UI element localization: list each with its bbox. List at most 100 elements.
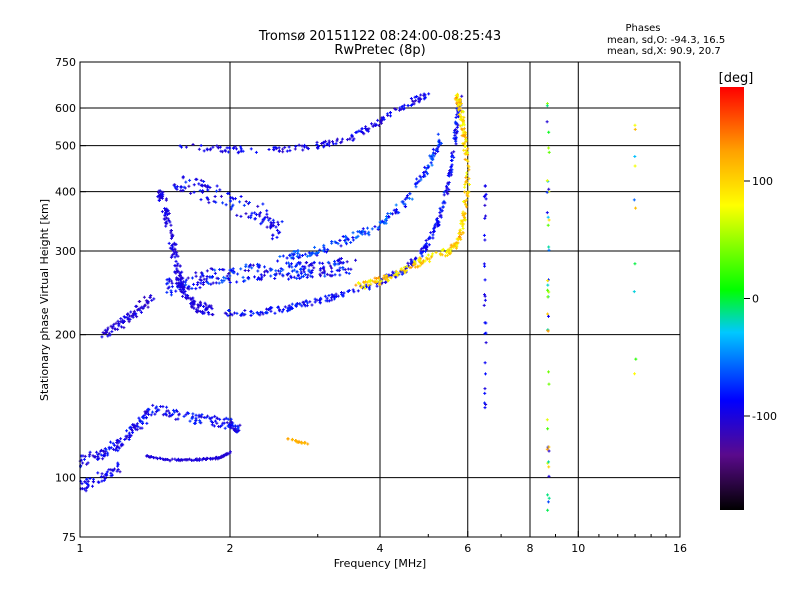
data-point <box>222 268 226 272</box>
data-point <box>456 237 460 241</box>
data-point <box>365 285 369 289</box>
data-point <box>483 372 487 376</box>
data-point <box>111 469 115 473</box>
data-point <box>142 414 146 418</box>
data-point <box>483 361 487 365</box>
data-point <box>300 275 304 279</box>
data-point <box>299 272 303 276</box>
data-point <box>309 274 313 278</box>
data-point <box>450 155 454 159</box>
data-point <box>137 416 141 420</box>
data-point <box>381 276 385 280</box>
data-point <box>445 186 449 190</box>
data-point <box>222 421 226 425</box>
data-point <box>546 493 550 497</box>
data-point <box>546 508 550 512</box>
data-point <box>420 247 424 251</box>
data-point <box>457 231 461 235</box>
data-point <box>178 271 182 275</box>
data-point <box>426 253 430 257</box>
data-point <box>190 417 194 421</box>
data-point <box>292 250 296 254</box>
data-point <box>112 447 116 451</box>
data-point <box>454 131 458 135</box>
data-point <box>82 457 86 461</box>
data-point <box>315 143 319 147</box>
data-point <box>178 264 182 268</box>
data-point <box>190 276 194 280</box>
data-point <box>100 448 104 452</box>
data-point <box>184 457 188 461</box>
data-point <box>176 458 180 462</box>
data-point <box>546 223 550 227</box>
data-point <box>184 278 188 282</box>
data-point <box>164 211 168 215</box>
data-point <box>547 314 551 318</box>
data-point <box>483 391 487 395</box>
data-point <box>188 178 192 182</box>
data-point <box>340 261 344 265</box>
data-point <box>128 317 132 321</box>
data-point <box>174 417 178 421</box>
data-point <box>102 478 106 482</box>
data-point <box>546 279 550 283</box>
data-point <box>209 275 213 279</box>
data-point <box>229 196 233 200</box>
data-point <box>184 293 188 297</box>
data-point <box>222 275 226 279</box>
data-point <box>217 281 221 285</box>
data-point <box>322 271 326 275</box>
data-point <box>218 268 222 272</box>
data-point <box>463 131 467 135</box>
data-point <box>633 127 637 131</box>
data-point <box>226 150 230 154</box>
data-point <box>338 238 342 242</box>
data-point <box>206 188 210 192</box>
data-point <box>109 446 113 450</box>
data-point <box>246 276 250 280</box>
data-point <box>439 141 443 145</box>
data-point <box>361 227 365 231</box>
data-point <box>484 197 488 201</box>
data-point <box>356 281 360 285</box>
data-point <box>460 127 464 131</box>
data-point <box>251 311 255 315</box>
data-point <box>169 223 173 227</box>
data-point <box>402 202 406 206</box>
data-point <box>202 180 206 184</box>
data-point <box>110 330 114 334</box>
data-point <box>116 467 120 471</box>
data-point <box>463 183 467 187</box>
data-point <box>306 442 310 446</box>
data-point <box>367 127 371 131</box>
data-point <box>285 256 289 260</box>
data-point <box>444 250 448 254</box>
data-point <box>298 267 302 271</box>
data-point <box>166 217 170 221</box>
data-point <box>465 174 469 178</box>
data-point <box>169 255 173 259</box>
data-point <box>120 325 124 329</box>
data-point <box>297 260 301 264</box>
data-point <box>483 278 487 282</box>
data-point <box>484 192 488 196</box>
x-tick-label: 8 <box>527 542 534 555</box>
data-point <box>463 212 467 216</box>
data-point <box>185 286 189 290</box>
data-point <box>463 145 467 149</box>
data-point <box>361 229 365 233</box>
data-point <box>272 221 276 225</box>
data-point <box>239 313 243 317</box>
data-point <box>257 212 261 216</box>
data-point <box>104 448 108 452</box>
data-point <box>382 117 386 121</box>
data-point <box>181 189 185 193</box>
data-point <box>295 269 299 273</box>
data-point <box>454 115 458 119</box>
data-point <box>483 184 487 188</box>
data-point <box>366 129 370 133</box>
data-point <box>226 417 230 421</box>
data-point <box>111 441 115 445</box>
data-point <box>363 127 367 131</box>
data-point <box>412 262 416 266</box>
